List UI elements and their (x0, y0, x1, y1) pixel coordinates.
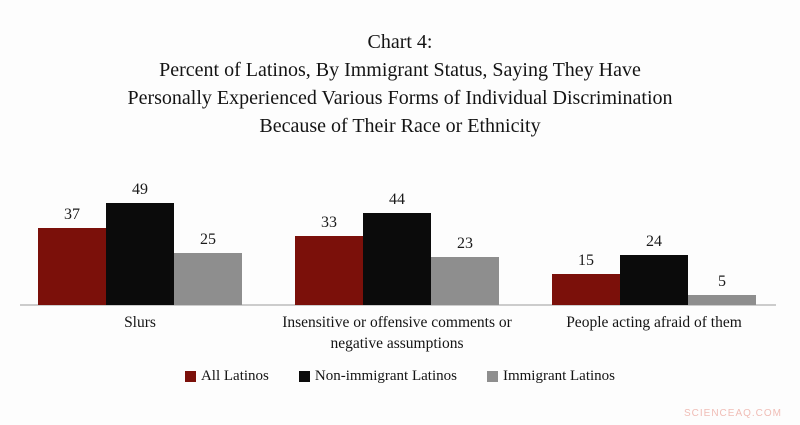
plot-area: 37 49 25 33 44 23 15 24 5 (0, 150, 800, 306)
chart-title-line-4: Because of Their Race or Ethnicity (259, 115, 541, 137)
bar-value-label: 44 (389, 191, 405, 208)
chart-title-line-1: Chart 4: (367, 31, 433, 53)
bar (295, 236, 363, 305)
legend-swatch-icon (486, 371, 498, 382)
chart-title: Chart 4: Percent of Latinos, By Immigran… (0, 0, 800, 140)
chart-title-line-2: Percent of Latinos, By Immigrant Status,… (159, 59, 641, 81)
bar-value-label: 5 (718, 273, 726, 290)
bar-value-label: 33 (321, 214, 337, 231)
chart-title-line-3: Personally Experienced Various Forms of … (127, 87, 673, 109)
bar-group: 37 49 25 (38, 181, 242, 305)
category-label: Slurs (124, 314, 156, 331)
legend: All Latinos Non-immigrant Latinos Immigran… (0, 368, 800, 385)
bar-column: 23 (431, 235, 499, 305)
bar (363, 213, 431, 305)
category-label: Insensitive or offensive comments or neg… (282, 314, 512, 352)
bar (38, 228, 106, 305)
bar-value-label: 25 (200, 231, 216, 248)
watermark: SCIENCEAQ.COM (683, 408, 782, 419)
bar-column: 37 (38, 206, 106, 305)
bar-column: 15 (552, 252, 620, 305)
bar (688, 295, 756, 305)
bar-value-label: 23 (457, 235, 473, 252)
bar-value-label: 49 (132, 181, 148, 198)
bar (174, 253, 242, 305)
category-label: People acting afraid of them (566, 314, 742, 331)
x-axis-line (20, 304, 776, 306)
bar-column: 25 (174, 231, 242, 305)
legend-label: Immigrant Latinos (502, 368, 616, 384)
bar-column: 44 (363, 191, 431, 305)
category-labels: Slurs Insensitive or offensive comments o… (0, 310, 800, 362)
bar-value-label: 24 (646, 233, 662, 250)
legend-item: All Latinos (184, 368, 269, 385)
bar (431, 257, 499, 305)
bar-group: 33 44 23 (295, 191, 499, 305)
legend-label: All Latinos (200, 368, 269, 384)
legend-swatch-icon (184, 371, 196, 382)
bar-group: 15 24 5 (552, 233, 756, 305)
legend-label: Non-immigrant Latinos (314, 368, 457, 384)
bar-column: 5 (688, 273, 756, 305)
bar-column: 24 (620, 233, 688, 305)
bar-column: 49 (106, 181, 174, 305)
bar-column: 33 (295, 214, 363, 305)
bar (620, 255, 688, 305)
bar-value-label: 37 (64, 206, 80, 223)
legend-item: Immigrant Latinos (486, 368, 616, 385)
bar (106, 203, 174, 305)
bar (552, 274, 620, 305)
legend-swatch-icon (298, 371, 310, 382)
legend-item: Non-immigrant Latinos (298, 368, 457, 385)
bar-value-label: 15 (578, 252, 594, 269)
